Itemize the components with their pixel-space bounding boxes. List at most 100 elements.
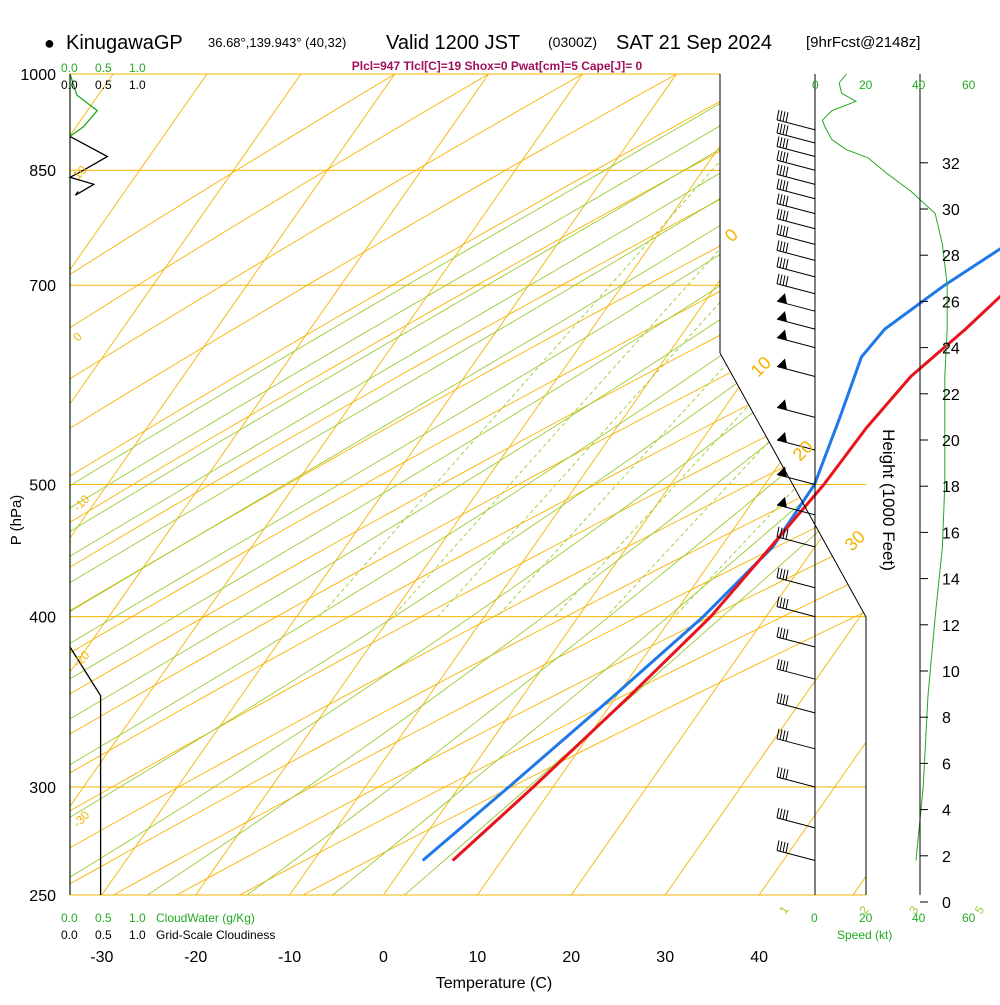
speed-scale-bottom-0: 0 (811, 911, 818, 925)
mixing-ratio-line (497, 74, 993, 617)
wind-barb-flag (786, 731, 788, 741)
wind-barb (777, 767, 815, 787)
wind-barb-flag (777, 597, 779, 607)
wind-barb-flag (783, 694, 785, 704)
wind-barb-flag (786, 695, 788, 705)
wind-barb-flag (783, 138, 785, 148)
wind-barb-flag (777, 209, 779, 219)
valid-time: Valid 1200 JST (386, 32, 520, 54)
wind-barb (777, 311, 815, 329)
dry-adiabat-label: 0 (721, 225, 742, 246)
dewpoint-line (423, 74, 1000, 861)
station-name: KinugawaGP (66, 32, 183, 54)
forecast-tag: [9hrFcst@2148z] (806, 34, 920, 51)
wind-barb (777, 123, 815, 143)
height-tick-label: 14 (942, 572, 960, 589)
wind-barb-flag (786, 196, 788, 206)
height-tick-label: 4 (942, 803, 951, 820)
cloudiness-scale-2: 1.0 (129, 928, 146, 942)
wind-barb-flag (783, 152, 785, 162)
wind-barb-flag (786, 769, 788, 779)
profiles (423, 64, 1000, 861)
cloud-water-title: CloudWater (g/Kg) (156, 911, 255, 925)
wind-barb-flag (780, 258, 782, 268)
wind-barb-flag (783, 111, 785, 121)
temperature-tick-label: -10 (278, 949, 301, 966)
wind-barb (777, 136, 815, 156)
speed-scale-top-2: 40 (912, 78, 926, 92)
wind-barb (777, 194, 815, 214)
wind-barb-flag (780, 194, 782, 204)
valid-utc: (0300Z) (548, 34, 597, 50)
speed-scale-bottom-3: 60 (962, 911, 976, 925)
wind-barb-flag (786, 153, 788, 163)
wind-barb (777, 693, 815, 713)
temperature-tick-label: 30 (656, 949, 674, 966)
cloud-water-top-1: 0.5 (95, 61, 112, 75)
wind-barb-flag (780, 165, 782, 175)
wind-barb-flag (780, 124, 782, 134)
wind-barb-flag (777, 274, 779, 284)
pressure-tick-label: 400 (29, 610, 56, 627)
height-tick-label: 10 (942, 664, 960, 681)
wind-barb (777, 179, 815, 199)
wind-barb-pennant (777, 432, 787, 443)
cloud-water-scale-2: 1.0 (129, 911, 146, 925)
cloudiness-line-high (70, 647, 101, 895)
wind-barb-flag (783, 629, 785, 639)
chart-header: ● KinugawaGP 36.68°,139.943° (40,32) Val… (44, 32, 920, 73)
wind-barb (777, 110, 815, 130)
wind-barb-pennant (777, 311, 787, 322)
wind-barb-flag (777, 110, 779, 120)
dry-adiabat-label: 0 (70, 329, 85, 344)
dry-adiabat-label: 10 (70, 163, 90, 183)
wind-barb-flag (786, 599, 788, 609)
height-tick-label: 2 (942, 849, 951, 866)
wind-barb-flag (786, 629, 788, 639)
wind-barb-flag (777, 568, 779, 578)
wind-barb-flag (777, 729, 779, 739)
cloudiness-scale-0: 0.0 (61, 928, 78, 942)
wind-barb-flag (777, 123, 779, 133)
y-axis-label: P (hPa) (8, 495, 25, 546)
wind-barb-flag (780, 111, 782, 121)
pressure-tick-label: 700 (29, 278, 56, 295)
wind-barb-flag (777, 693, 779, 703)
wind-barb-flag (783, 210, 785, 220)
wind-barb-flag (783, 226, 785, 236)
wind-barb-pennant (777, 399, 787, 410)
wind-barb-flag (780, 809, 782, 819)
temperature-tick-label: 10 (469, 949, 487, 966)
height-tick-label: 32 (942, 156, 960, 173)
wind-barb-flag (783, 661, 785, 671)
wind-barb-flag (786, 661, 788, 671)
wind-barb-flag (780, 628, 782, 638)
pressure-tick-label: 250 (29, 888, 56, 905)
wind-barb-flag (783, 769, 785, 779)
wind-barb-flag (786, 243, 788, 253)
wind-barb (777, 330, 815, 348)
mixing-ratio-label: 1 (776, 903, 791, 917)
wind-barb-flag (777, 179, 779, 189)
wind-barb-flag (777, 767, 779, 777)
wind-barb-flag (780, 569, 782, 579)
wind-barb-flag (780, 225, 782, 235)
wind-barb-flag (780, 180, 782, 190)
wind-barb-flag (786, 227, 788, 237)
temperature-tick-label: 20 (562, 949, 580, 966)
wind-barb (777, 257, 815, 277)
wind-barb-flag (777, 840, 779, 850)
height-tick-label: 26 (942, 294, 960, 311)
sounding-params: Plcl=947 Tlcl[C]=19 Shox=0 Pwat[cm]=5 Ca… (352, 59, 643, 73)
wind-barb-flag (780, 137, 782, 147)
height-tick-label: 6 (942, 756, 951, 773)
station-marker: ● (44, 33, 55, 53)
wind-barb-flag (786, 276, 788, 286)
wind-barb-flag (783, 809, 785, 819)
cloud-water-top-0: 0.0 (61, 61, 78, 75)
wind-barb-flag (777, 136, 779, 146)
speed-scale-top-3: 60 (962, 78, 976, 92)
cloudiness-legend: 0.0 0.5 1.0 Grid-Scale Cloudiness (61, 928, 275, 942)
